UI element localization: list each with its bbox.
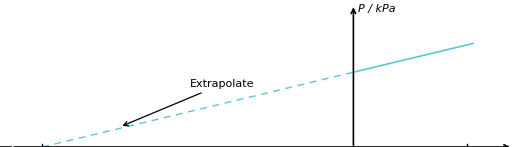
Text: Extrapolate: Extrapolate: [124, 79, 254, 126]
Text: P / kPa: P / kPa: [358, 4, 396, 14]
